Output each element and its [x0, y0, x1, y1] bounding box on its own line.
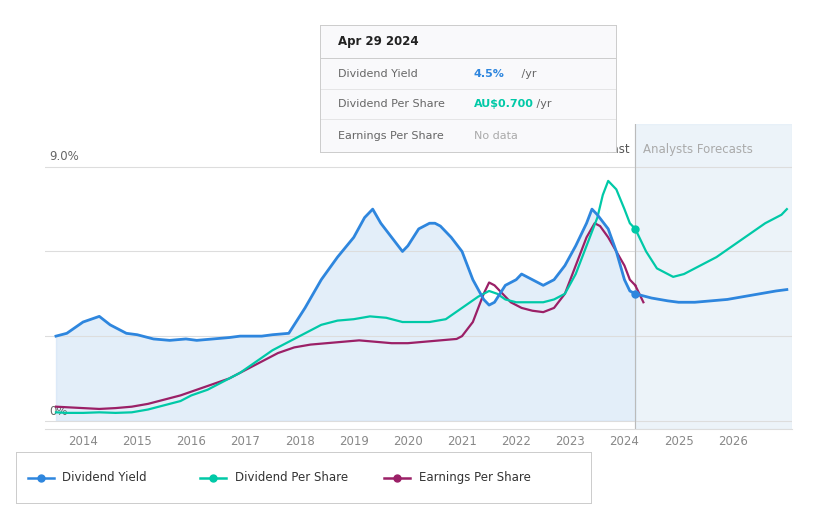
Text: Dividend Yield: Dividend Yield: [338, 69, 418, 79]
Text: Dividend Per Share: Dividend Per Share: [235, 471, 348, 484]
Text: Dividend Per Share: Dividend Per Share: [338, 99, 445, 109]
Text: /yr: /yr: [518, 69, 537, 79]
Text: AU$0.700: AU$0.700: [474, 99, 534, 109]
Text: Analysts Forecasts: Analysts Forecasts: [644, 143, 753, 156]
Bar: [635, 124, 792, 429]
Text: 9.0%: 9.0%: [49, 149, 80, 163]
Text: 0%: 0%: [49, 405, 68, 418]
Text: Dividend Yield: Dividend Yield: [62, 471, 147, 484]
Text: Earnings Per Share: Earnings Per Share: [419, 471, 530, 484]
Text: Apr 29 2024: Apr 29 2024: [338, 36, 419, 48]
Text: 4.5%: 4.5%: [474, 69, 505, 79]
Text: Past: Past: [606, 143, 631, 156]
Text: No data: No data: [474, 131, 518, 141]
Text: Earnings Per Share: Earnings Per Share: [338, 131, 443, 141]
Text: /yr: /yr: [533, 99, 552, 109]
